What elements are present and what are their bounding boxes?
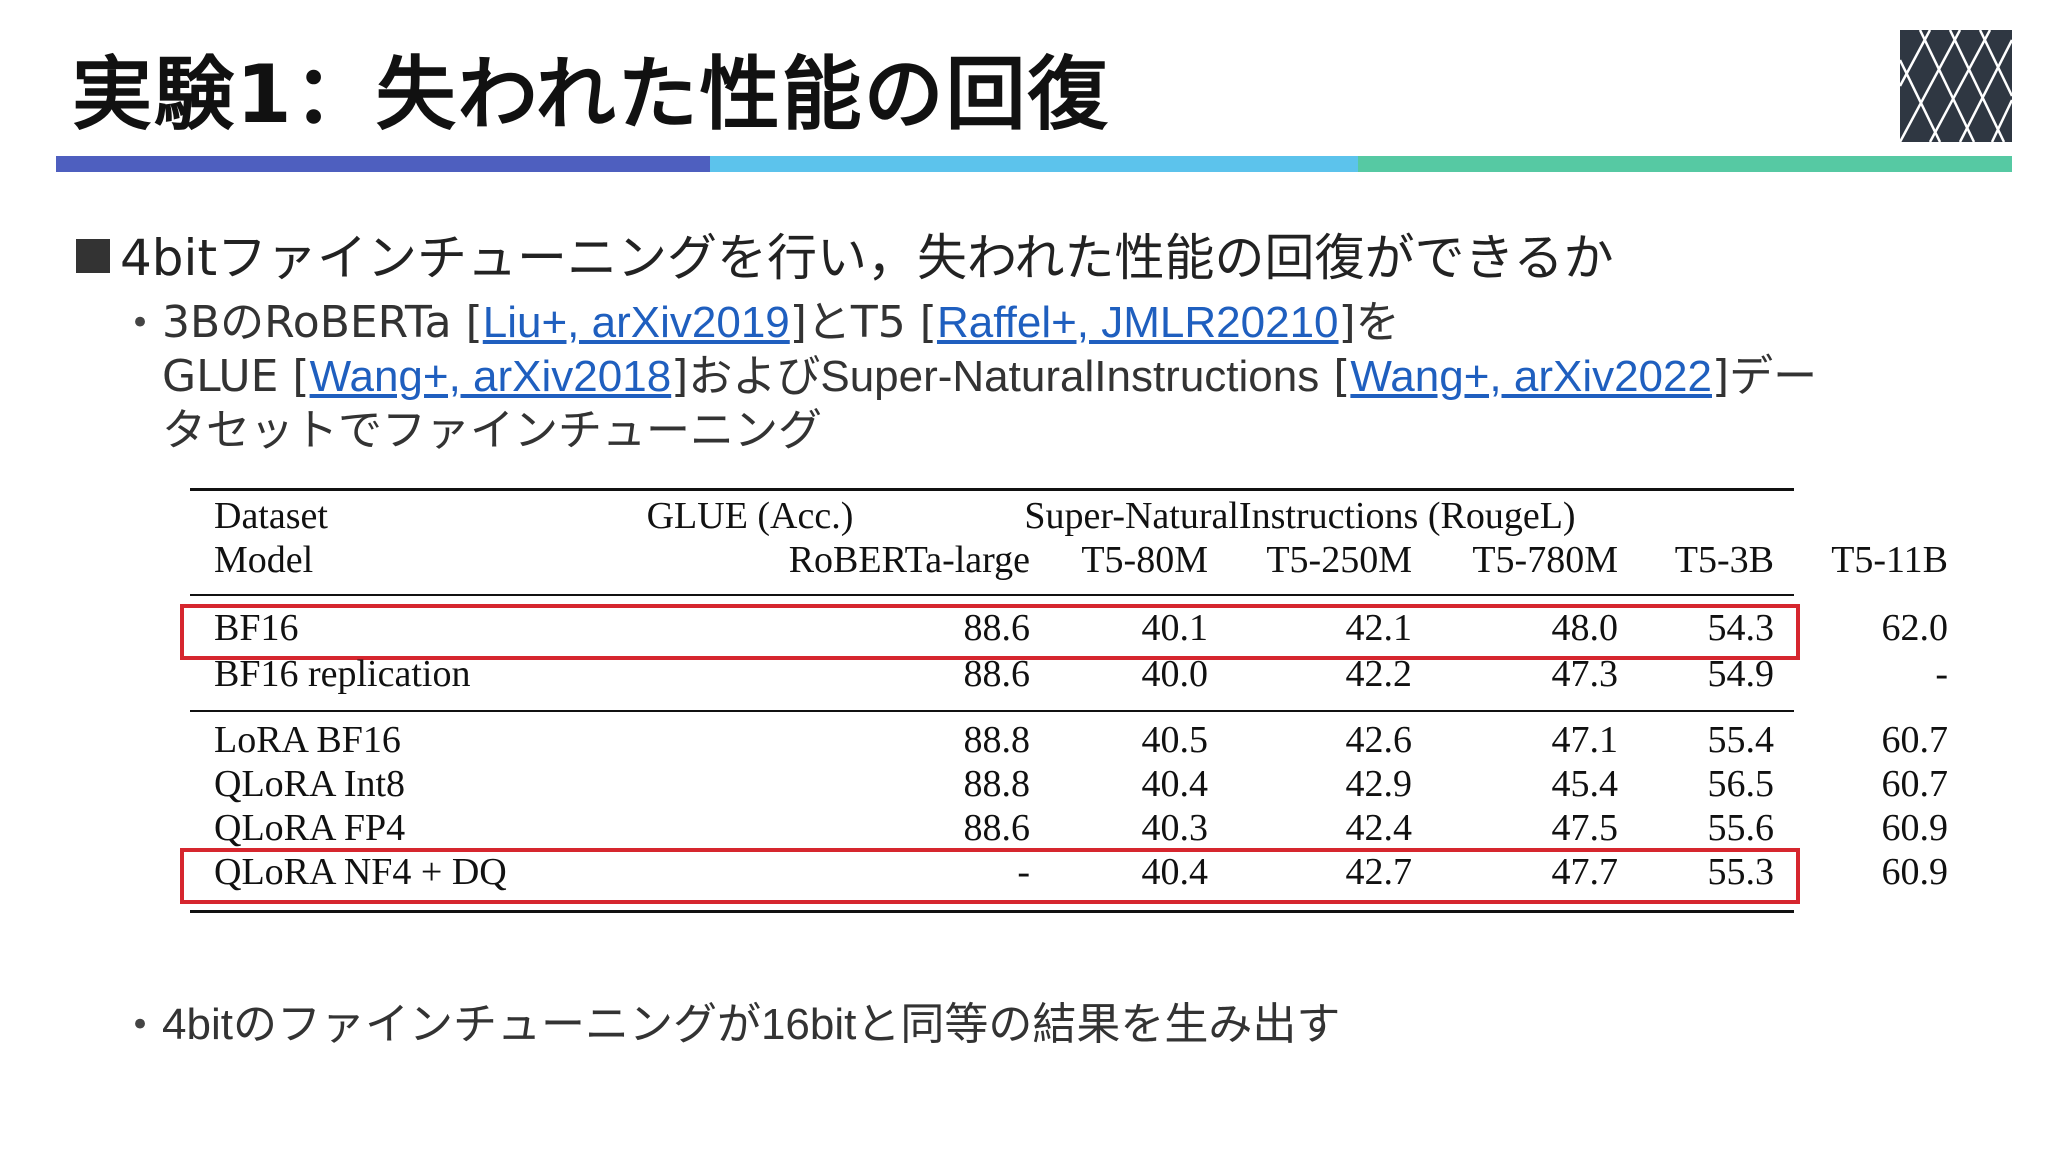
row-label: QLoRA NF4 + DQ [214, 851, 507, 893]
header-t5-780m: T5-780M [1472, 539, 1618, 581]
logo-icon [1900, 30, 2012, 142]
header-t5-11b: T5-11B [1831, 539, 1948, 581]
header-super-natural: Super-NaturalInstructions (RougeL) [1024, 495, 1576, 537]
row-label: BF16 [214, 607, 299, 649]
table-cell: 40.1 [1141, 607, 1209, 649]
table-cell: 40.0 [1141, 653, 1209, 695]
table-cell: 60.7 [1881, 719, 1949, 761]
results-table: Dataset GLUE (Acc.) Super-NaturalInstruc… [180, 484, 1948, 924]
text-fragment: ]および [671, 351, 821, 402]
text-fragment: [ [1319, 351, 1351, 402]
dataset-name: Super-NaturalInstructions [820, 352, 1320, 401]
dot-bullet-icon: • [130, 303, 151, 343]
row-label: BF16 replication [214, 653, 471, 695]
row-label: LoRA BF16 [214, 719, 401, 761]
table-header-rule [190, 594, 1794, 596]
table-cell: - [1017, 851, 1030, 893]
table-cell: 42.4 [1345, 807, 1413, 849]
highlight-box-qlora-nf4 [180, 848, 1800, 904]
table-cell: 54.3 [1707, 607, 1775, 649]
table-cell: 48.0 [1551, 607, 1619, 649]
table-top-rule [190, 488, 1794, 491]
table-cell: 55.6 [1707, 807, 1775, 849]
header-t5-3b: T5-3B [1674, 539, 1774, 581]
bar-segment-blue [56, 156, 710, 172]
highlight-box-bf16 [180, 604, 1800, 660]
header-t5-80m: T5-80M [1081, 539, 1208, 581]
main-bullet: 4bitファインチューニングを行い，失われた性能の回復ができるか [76, 218, 1614, 290]
citation-link-wang-2022[interactable]: Wang+, arXiv2022 [1350, 352, 1712, 401]
main-bullet-text: 4bitファインチューニングを行い，失われた性能の回復ができるか [120, 229, 1614, 287]
bar-segment-cyan [710, 156, 1358, 172]
table-cell: 47.3 [1551, 653, 1619, 695]
text-fragment: のファインチューニングが [232, 999, 761, 1050]
table-cell: 47.1 [1551, 719, 1619, 761]
table-cell: 40.4 [1141, 851, 1209, 893]
table-group-rule [190, 710, 1794, 712]
table-cell: 40.5 [1141, 719, 1209, 761]
table-cell: 45.4 [1551, 763, 1619, 805]
table-cell: 60.9 [1881, 851, 1949, 893]
table-cell: 40.3 [1141, 807, 1209, 849]
text-fragment: 3BのRoBERTa [ [162, 297, 483, 348]
citation-link-wang-2018[interactable]: Wang+, arXiv2018 [309, 352, 672, 401]
table-cell: 88.6 [963, 607, 1031, 649]
table-cell: 42.1 [1345, 607, 1413, 649]
table-cell: 47.7 [1551, 851, 1619, 893]
table-cell: 88.8 [963, 719, 1031, 761]
table-cell: 54.9 [1707, 653, 1775, 695]
table-cell: 56.5 [1707, 763, 1775, 805]
table-cell: 47.5 [1551, 807, 1619, 849]
slide-title: 実験1：失われた性能の回復 [72, 48, 1110, 141]
text-fragment: GLUE [ [162, 351, 310, 402]
text-fragment: と同等の結果を生み出す [856, 999, 1341, 1050]
table-cell: 40.4 [1141, 763, 1209, 805]
sub-bullet-text: 3BのRoBERTa [Liu+, arXiv2019]とT5 [Raffel+… [132, 296, 2012, 458]
table-cell: 88.6 [963, 653, 1031, 695]
dot-bullet-icon: • [130, 1005, 151, 1045]
header-t5-250m: T5-250M [1266, 539, 1412, 581]
header-glue: GLUE (Acc.) [646, 495, 854, 537]
header-model: Model [214, 539, 314, 581]
citation-link-raffel[interactable]: Raffel+, JMLR20210 [936, 298, 1339, 347]
text-fragment: ]とT5 [ [789, 297, 937, 348]
text-fragment: ]を [1338, 297, 1400, 348]
table-cell: 42.7 [1345, 851, 1413, 893]
table-cell: 42.9 [1345, 763, 1413, 805]
table-cell: 55.3 [1707, 851, 1775, 893]
text-fragment: 4bit [162, 1000, 233, 1049]
sub-bullet-text: 4bitのファインチューニングが16bitと同等の結果を生み出す [132, 998, 1340, 1052]
table-cell: 88.6 [963, 807, 1031, 849]
table-cell: 42.2 [1345, 653, 1413, 695]
square-bullet-icon [76, 239, 110, 273]
table-cell: 60.7 [1881, 763, 1949, 805]
title-underline-bar [56, 156, 2012, 172]
table-cell: - [1935, 653, 1948, 695]
header-roberta-large: RoBERTa-large [788, 539, 1030, 581]
text-fragment: 16bit [760, 1000, 857, 1049]
table-cell: 88.8 [963, 763, 1031, 805]
bar-segment-green [1358, 156, 2012, 172]
table-cell: 62.0 [1881, 607, 1949, 649]
sub-bullet-datasets: • 3BのRoBERTa [Liu+, arXiv2019]とT5 [Raffe… [130, 296, 2012, 458]
text-fragment: ]デー [1711, 351, 1818, 402]
table-bottom-rule [190, 910, 1794, 913]
header-dataset: Dataset [214, 495, 328, 537]
text-fragment: タセットでファインチューニング [162, 405, 822, 456]
table-cell: 55.4 [1707, 719, 1775, 761]
citation-link-liu[interactable]: Liu+, arXiv2019 [482, 298, 790, 347]
sub-bullet-conclusion: • 4bitのファインチューニングが16bitと同等の結果を生み出す [130, 998, 1340, 1052]
table-cell: 42.6 [1345, 719, 1413, 761]
row-label: QLoRA FP4 [214, 807, 406, 849]
table-cell: 60.9 [1881, 807, 1949, 849]
row-label: QLoRA Int8 [214, 763, 406, 805]
